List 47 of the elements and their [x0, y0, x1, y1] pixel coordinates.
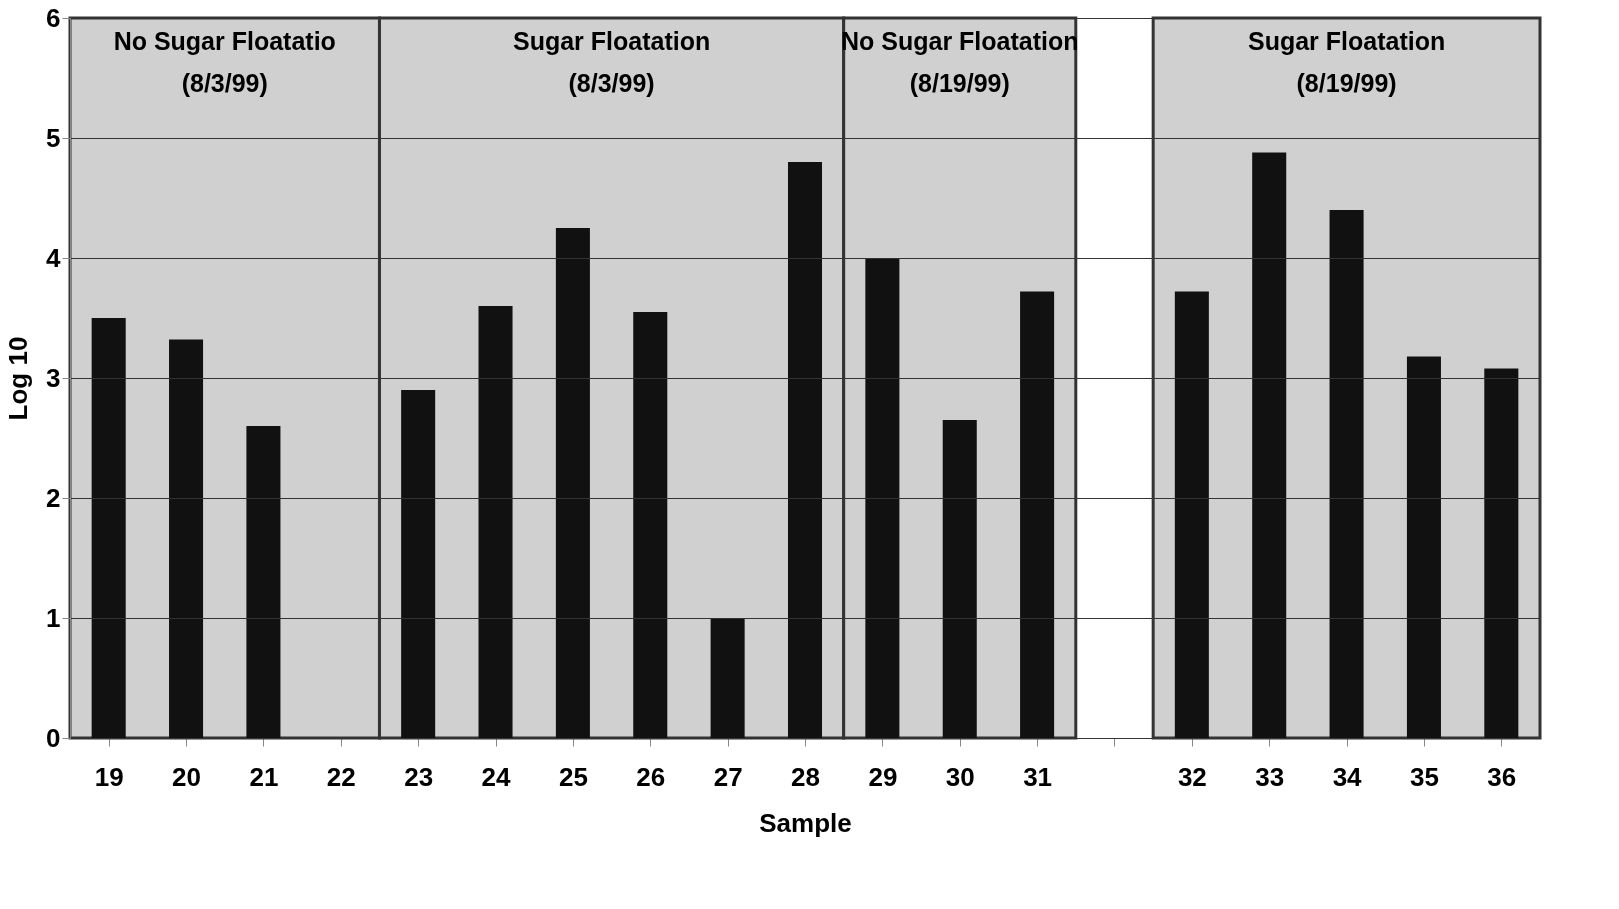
x-tick-label: 21	[249, 761, 279, 792]
bar	[91, 318, 126, 738]
band-label: Sugar Floatation (8/3/99)	[512, 27, 711, 97]
y-tick-label: 1	[46, 602, 61, 633]
x-tick-label: 35	[1409, 761, 1439, 792]
y-tick-label: 0	[46, 722, 61, 753]
bar	[1329, 210, 1364, 738]
bar	[401, 390, 436, 738]
x-tick-label: 34	[1332, 761, 1363, 792]
bar	[633, 312, 668, 738]
x-tick-label: 23	[404, 761, 434, 792]
x-tick-label: 29	[868, 761, 898, 792]
x-tick-label: 30	[945, 761, 975, 792]
bar	[478, 306, 513, 738]
bar	[865, 258, 900, 738]
x-tick-label: 36	[1487, 761, 1517, 792]
y-tick-label: 4	[46, 242, 62, 273]
x-tick-label: 31	[1023, 761, 1053, 792]
bar	[1406, 356, 1441, 738]
bar	[1484, 368, 1519, 738]
y-tick-label: 6	[46, 2, 61, 33]
bar	[1252, 152, 1287, 738]
x-tick-label: 19	[94, 761, 124, 792]
bar	[710, 618, 745, 738]
x-tick-label: 32	[1177, 761, 1207, 792]
x-axis-title: Sample	[759, 807, 852, 838]
band-label: Sugar Floatation (8/19/99)	[1247, 27, 1446, 97]
x-tick-label: 20	[172, 761, 202, 792]
bar	[169, 339, 204, 738]
x-tick-label: 28	[791, 761, 820, 792]
x-tick-label: 26	[636, 761, 666, 792]
bar	[555, 228, 590, 738]
bar	[1020, 291, 1055, 738]
bar	[1174, 291, 1209, 738]
y-tick-label: 3	[46, 362, 61, 393]
x-tick-label: 22	[326, 761, 356, 792]
bar	[787, 162, 823, 738]
y-tick-label: 5	[46, 122, 61, 153]
x-tick-label: 25	[558, 761, 588, 792]
x-tick-label: 33	[1255, 761, 1285, 792]
band-label: No Sugar Floatatio (8/3/99)	[113, 27, 336, 97]
y-tick-label: 2	[46, 482, 61, 513]
y-axis-title: Log 10	[3, 336, 34, 421]
bar	[246, 426, 281, 738]
bar	[942, 420, 977, 738]
x-tick-label: 27	[713, 761, 743, 792]
x-tick-label: 24	[481, 761, 512, 792]
